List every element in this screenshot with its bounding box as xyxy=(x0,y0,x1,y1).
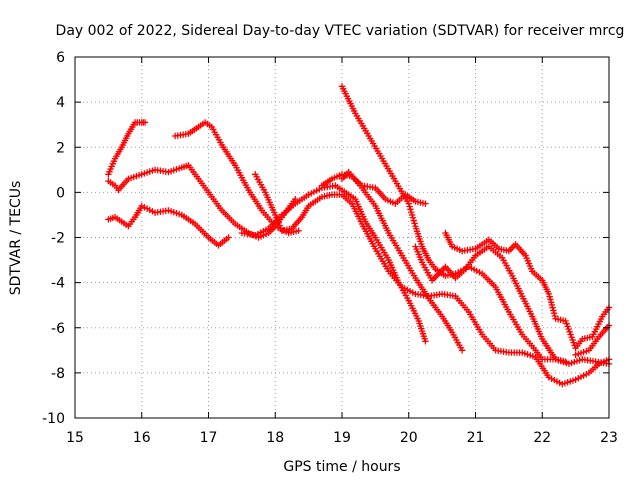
plus-marker xyxy=(422,200,429,207)
y-tick-label: -8 xyxy=(51,366,65,382)
x-tick-labels: 15 16 17 18 19 20 21 22 23 xyxy=(66,430,618,446)
series-satellite-arc-1 xyxy=(105,119,149,178)
plus-marker xyxy=(408,208,415,216)
y-axis-label: SDTVAR / TECUs xyxy=(8,181,24,296)
plus-marker xyxy=(295,227,302,234)
plus-marker xyxy=(141,119,149,126)
axis-ticks xyxy=(74,56,610,419)
y-tick-label: 2 xyxy=(56,140,65,156)
y-tick-label: -10 xyxy=(42,411,65,427)
plus-marker xyxy=(407,206,414,213)
x-tick-label: 23 xyxy=(600,430,618,446)
x-tick-label: 17 xyxy=(200,430,218,446)
x-tick-label: 21 xyxy=(467,430,485,446)
y-tick-label: 0 xyxy=(56,185,65,201)
x-tick-label: 19 xyxy=(333,430,351,446)
x-axis-label: GPS time / hours xyxy=(283,459,400,475)
plus-marker xyxy=(411,220,418,227)
x-tick-label: 16 xyxy=(133,430,151,446)
y-tick-label: -4 xyxy=(51,276,65,292)
x-tick-label: 15 xyxy=(66,430,84,446)
series-satellite-arc-9 xyxy=(338,168,466,354)
x-tick-label: 18 xyxy=(266,430,284,446)
plus-marker xyxy=(409,214,417,221)
plus-marker xyxy=(225,234,232,241)
y-tick-labels: 6 4 2 0 -2 -4 -6 -8 -10 xyxy=(42,50,65,427)
grid-lines xyxy=(75,57,609,418)
y-tick-label: -6 xyxy=(51,321,65,337)
series-satellite-arc-11 xyxy=(442,229,613,352)
series-satellite-arc-3 xyxy=(105,202,232,249)
plus-marker xyxy=(422,338,429,345)
x-tick-label: 20 xyxy=(400,430,418,446)
plus-marker xyxy=(408,211,416,219)
y-tick-label: 4 xyxy=(56,95,65,111)
plus-marker xyxy=(458,347,466,354)
series-satellite-arc-10 xyxy=(412,243,569,365)
plus-marker xyxy=(410,217,417,224)
plus-marker xyxy=(406,203,413,210)
data-points xyxy=(105,83,613,388)
chart-title: Day 002 of 2022, Sidereal Day-to-day VTE… xyxy=(56,23,625,39)
series-satellite-arc-6 xyxy=(238,182,429,345)
x-tick-label: 22 xyxy=(533,430,551,446)
plus-marker xyxy=(562,358,569,365)
y-tick-label: -2 xyxy=(51,231,65,247)
y-tick-label: 6 xyxy=(56,50,65,66)
plus-marker xyxy=(405,200,412,207)
